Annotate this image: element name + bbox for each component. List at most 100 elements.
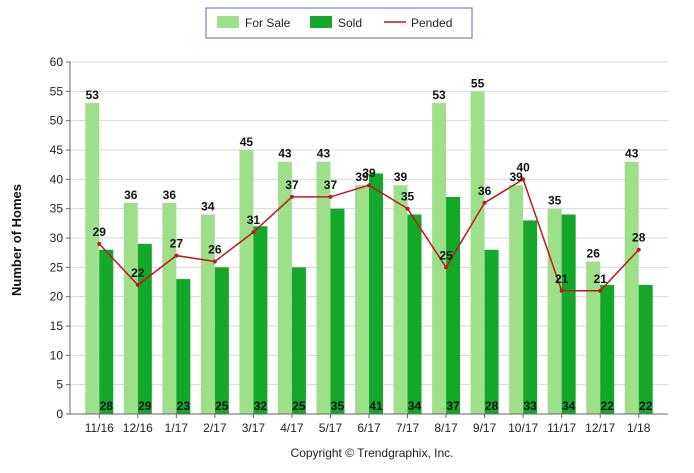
- for-sale-value-label: 36: [163, 188, 177, 202]
- pended-point: [636, 247, 641, 252]
- bars: [85, 91, 653, 415]
- x-tick-label: 12/17: [585, 421, 615, 435]
- pended-point: [559, 288, 564, 293]
- bar-for-sale: [509, 185, 524, 414]
- y-tick-label: 50: [50, 114, 64, 128]
- x-tick-label: 1/17: [165, 421, 189, 435]
- x-tick-label: 1/18: [627, 421, 651, 435]
- pended-value-label: 21: [594, 272, 608, 286]
- bar-sold: [330, 208, 345, 414]
- sold-value-label: 32: [254, 399, 268, 413]
- y-tick-label: 35: [50, 202, 64, 216]
- pended-point: [482, 200, 487, 205]
- copyright-text: Copyright © Trendgraphix, Inc.: [291, 446, 454, 460]
- for-sale-value-label: 53: [432, 88, 446, 102]
- bar-sold: [446, 196, 461, 414]
- x-tick-label: 6/17: [357, 421, 381, 435]
- for-sale-value-label: 39: [394, 170, 408, 184]
- bar-for-sale: [624, 161, 639, 414]
- pended-value-label: 26: [208, 242, 222, 256]
- pended-point: [367, 183, 371, 188]
- pended-point: [521, 177, 526, 182]
- x-tick-label: 3/17: [242, 421, 266, 435]
- y-axis-ticks: 0 5 10 15 20 25 30 35 40 45 50 55 60: [50, 55, 70, 421]
- pended-point: [328, 194, 333, 199]
- x-tick-label: 9/17: [473, 421, 497, 435]
- sold-value-label: 25: [215, 399, 229, 413]
- legend: For Sale Sold Pended: [205, 7, 473, 39]
- sold-value-label: 23: [177, 399, 191, 413]
- pended-value-label: 37: [285, 178, 299, 192]
- bar-sold: [137, 243, 152, 414]
- bar-sold: [176, 279, 191, 414]
- legend-label-sold: Sold: [338, 16, 362, 30]
- y-tick-label: 5: [56, 378, 63, 392]
- legend-label-for-sale: For Sale: [245, 16, 291, 30]
- y-tick-label: 45: [50, 143, 64, 157]
- pended-point: [405, 206, 410, 211]
- for-sale-value-label: 45: [240, 135, 254, 149]
- sold-value-label: 28: [100, 399, 114, 413]
- bar-sold: [523, 220, 538, 414]
- sold-value-label: 22: [639, 399, 653, 413]
- for-sale-value-label: 43: [317, 147, 331, 161]
- y-axis-title: Number of Homes: [9, 184, 24, 296]
- pended-point: [251, 230, 256, 235]
- sold-value-label: 33: [523, 399, 537, 413]
- legend-swatch-for-sale: [217, 16, 239, 28]
- data-labels: 53 28 36 29 36 23 34 25 45 32 43 25 43 35 39 41 39 34 53 37…: [86, 76, 653, 413]
- bar-for-sale: [547, 208, 562, 414]
- bar-sold: [484, 249, 499, 414]
- for-sale-value-label: 43: [625, 147, 639, 161]
- x-tick-label: 10/17: [508, 421, 538, 435]
- pended-line-layer: [97, 177, 641, 293]
- for-sale-value-label: 26: [587, 246, 601, 260]
- sold-value-label: 34: [408, 399, 422, 413]
- bar-for-sale: [239, 150, 254, 414]
- for-sale-value-label: 34: [201, 200, 215, 214]
- bar-for-sale: [162, 202, 177, 414]
- y-tick-label: 40: [50, 172, 64, 186]
- bar-sold: [214, 267, 229, 414]
- x-tick-label: 5/17: [319, 421, 343, 435]
- y-tick-label: 30: [50, 231, 64, 245]
- pended-point: [135, 282, 140, 287]
- bar-sold: [369, 173, 383, 414]
- pended-point: [598, 288, 603, 293]
- y-tick-label: 60: [50, 55, 64, 69]
- bar-sold: [561, 214, 576, 414]
- pended-point: [212, 259, 217, 264]
- x-tick-label: 11/17: [547, 421, 576, 435]
- bar-for-sale: [316, 161, 331, 414]
- x-tick-label: 2/17: [203, 421, 227, 435]
- pended-point: [289, 194, 294, 199]
- pended-value-label: 21: [555, 272, 569, 286]
- pended-value-label: 35: [401, 190, 415, 204]
- bar-for-sale: [432, 103, 447, 415]
- legend-label-pended: Pended: [411, 16, 452, 30]
- pended-value-label: 31: [247, 213, 261, 227]
- for-sale-value-label: 39: [355, 170, 369, 184]
- for-sale-value-label: 39: [509, 170, 523, 184]
- pended-value-label: 29: [93, 225, 107, 239]
- pended-value-label: 40: [516, 160, 530, 174]
- for-sale-value-label: 43: [278, 147, 292, 161]
- x-tick-label: 8/17: [434, 421, 458, 435]
- pended-value-label: 36: [478, 184, 492, 198]
- bar-for-sale: [470, 91, 485, 414]
- pended-value-label: 37: [324, 178, 338, 192]
- pended-value-label: 28: [632, 231, 646, 245]
- x-tick-label: 7/17: [396, 421, 420, 435]
- x-tick-label: 4/17: [280, 421, 304, 435]
- y-tick-label: 0: [56, 407, 63, 421]
- for-sale-value-label: 36: [124, 188, 138, 202]
- bar-sold: [407, 214, 422, 414]
- bar-for-sale: [85, 103, 100, 415]
- y-tick-label: 20: [50, 290, 64, 304]
- bar-sold: [638, 284, 653, 414]
- bar-for-sale: [277, 161, 292, 414]
- sold-value-label: 22: [601, 399, 615, 413]
- pended-value-label: 22: [131, 266, 145, 280]
- y-tick-label: 25: [50, 260, 64, 274]
